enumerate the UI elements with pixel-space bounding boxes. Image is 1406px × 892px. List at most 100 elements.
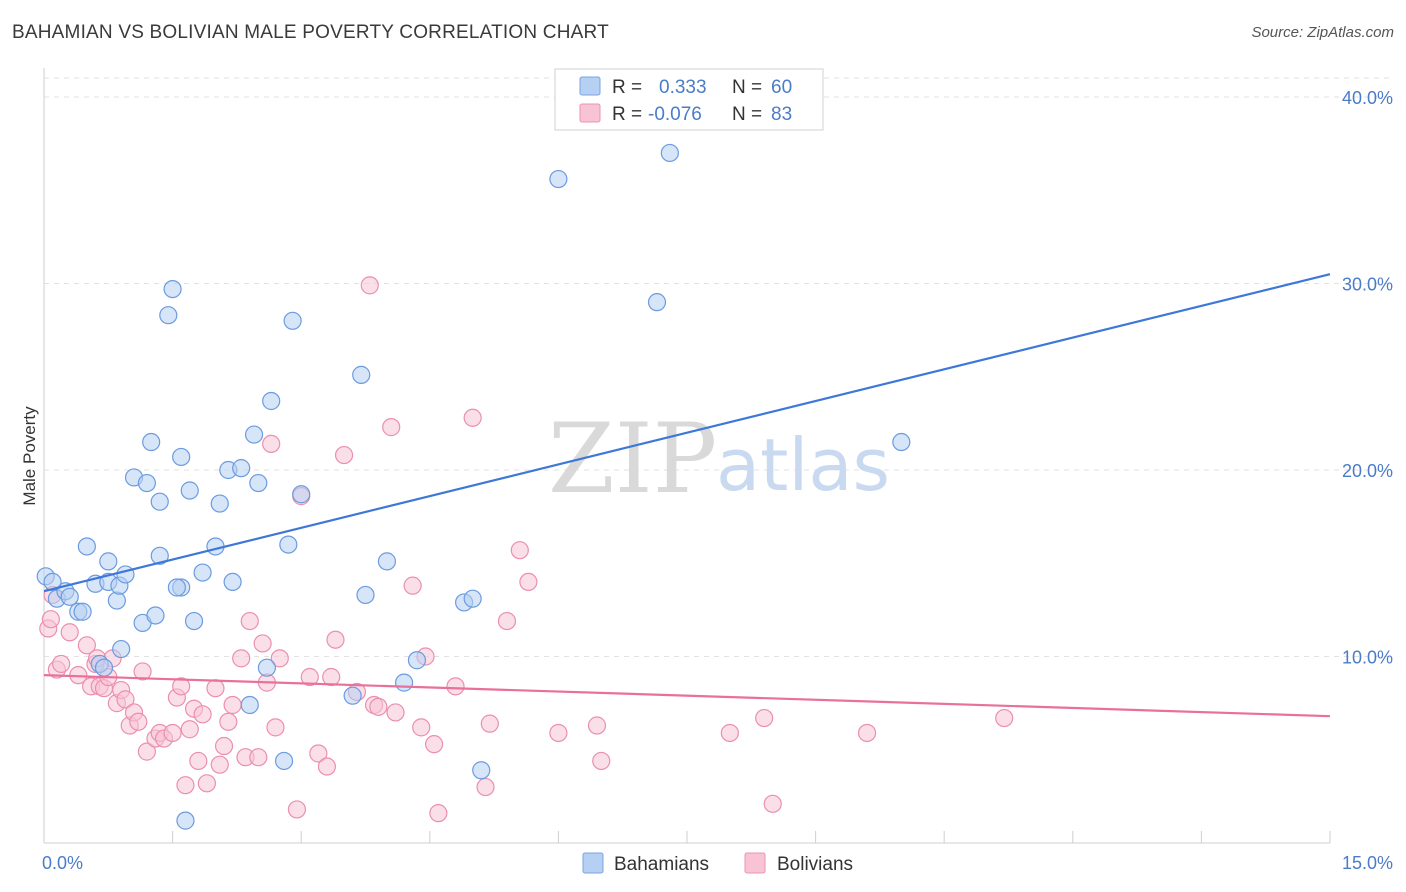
bahamians-point-52 — [472, 761, 491, 780]
bahamians-point-11 — [107, 591, 126, 610]
y-tick-label-10: 10.0% — [1342, 648, 1393, 668]
bahamians-point-38 — [257, 658, 277, 677]
bolivians-point-46 — [262, 434, 281, 453]
bahamians-point-5 — [77, 537, 96, 556]
bolivians-point-74 — [519, 572, 538, 592]
bahamians-point-56 — [892, 432, 911, 452]
bahamians-point-57 — [43, 572, 62, 592]
bahamians-point-58 — [167, 578, 186, 597]
bolivians-point-76 — [587, 716, 607, 735]
series-legend: Bahamians Bolivians — [582, 852, 853, 875]
legend-swatch-bolivians — [579, 103, 601, 123]
bolivians-point-54 — [322, 667, 341, 687]
bahamians-point-14 — [116, 565, 135, 584]
bahamians-point-34 — [232, 459, 251, 478]
bottom-legend-swatch-bahamians — [582, 852, 604, 874]
bahamians-point-59 — [73, 602, 92, 621]
bolivians-point-66 — [424, 735, 444, 754]
bolivians-point-30 — [180, 720, 199, 739]
bolivians-point-52 — [309, 744, 328, 763]
bahamians-point-41 — [279, 535, 298, 554]
y-axis-label: Male Poverty — [20, 406, 39, 506]
bolivians-point-82 — [995, 708, 1014, 728]
bahamians-point-55 — [660, 143, 679, 163]
bolivians-points — [39, 276, 1014, 823]
bolivians-point-70 — [476, 777, 495, 797]
bahamians-point-29 — [193, 563, 212, 582]
bolivians-point-21 — [133, 662, 152, 681]
bolivians-point-64 — [412, 718, 431, 737]
bahamians-point-13 — [112, 639, 131, 659]
legend-r-label-1: R = — [612, 77, 642, 98]
bolivians-point-75 — [549, 723, 568, 743]
bahamians-point-44 — [343, 686, 362, 705]
trend-lines — [43, 273, 1331, 718]
bolivians-point-28 — [172, 677, 191, 696]
legend-n-label-1: N = — [732, 77, 762, 98]
bolivians-point-26 — [163, 723, 182, 743]
legend-swatch-bahamians — [579, 76, 601, 96]
bolivians-point-71 — [480, 714, 499, 733]
bahamians-point-21 — [150, 492, 169, 511]
bahamians-point-31 — [210, 494, 229, 513]
bahamians-point-28 — [184, 611, 204, 631]
bahamians-point-17 — [137, 473, 156, 493]
bahamians-point-35 — [240, 695, 259, 715]
bolivians-point-1 — [41, 610, 60, 629]
bolivians-point-29 — [176, 776, 195, 795]
bahamians-point-40 — [274, 751, 294, 771]
bolivians-point-47 — [266, 718, 285, 737]
bolivians-point-67 — [429, 804, 448, 823]
bolivians-point-61 — [382, 418, 401, 437]
bahamians-point-37 — [249, 473, 268, 493]
source-label: Source: ZipAtlas.com — [1251, 24, 1394, 41]
bolivians-point-53 — [317, 757, 337, 776]
bolivians-point-60 — [369, 697, 388, 716]
bolivians-point-69 — [463, 408, 482, 427]
bolivians-point-40 — [232, 649, 251, 668]
bolivians-point-35 — [206, 679, 225, 698]
bolivians-point-17 — [116, 690, 135, 709]
legend-n-value-2: 83 — [771, 104, 792, 125]
x-tick-label-max: 15.0% — [1342, 853, 1393, 873]
bolivians-point-38 — [219, 712, 238, 731]
bottom-legend-label-bolivians: Bolivians — [777, 854, 853, 875]
bolivians-point-39 — [223, 695, 242, 715]
y-tick-label-40: 40.0% — [1342, 88, 1393, 108]
bolivians-trend-line — [43, 674, 1331, 718]
y-tick-label-20: 20.0% — [1342, 461, 1393, 481]
bolivians-point-42 — [240, 611, 259, 631]
bahamians-point-54 — [647, 293, 667, 312]
bahamians-point-49 — [407, 651, 427, 670]
legend-r-label-2: R = — [612, 104, 642, 125]
bottom-legend-swatch-bolivians — [744, 852, 766, 874]
bahamians-point-53 — [549, 169, 568, 189]
bolivians-point-34 — [197, 774, 216, 793]
legend-n-label-2: N = — [732, 104, 762, 125]
bahamians-point-10 — [99, 552, 118, 571]
bolivians-point-73 — [510, 541, 529, 560]
bolivians-point-81 — [857, 723, 877, 743]
bolivians-point-5 — [60, 623, 79, 642]
bolivians-point-56 — [334, 445, 354, 465]
bahamians-point-25 — [172, 447, 191, 467]
bolivians-point-48 — [270, 649, 289, 668]
bolivians-point-33 — [193, 705, 212, 724]
bottom-legend-label-bahamians: Bahamians — [614, 854, 709, 875]
bahamians-point-48 — [394, 673, 414, 692]
watermark-zip: ZIP — [548, 403, 717, 515]
bahamians-point-47 — [377, 552, 397, 571]
bahamians-point-43 — [292, 485, 311, 504]
bahamians-trend-line — [43, 273, 1331, 593]
chart-title: BAHAMIAN VS BOLIVIAN MALE POVERTY CORREL… — [12, 22, 609, 43]
bolivians-point-7 — [77, 636, 96, 655]
bahamians-point-27 — [180, 481, 199, 500]
y-tick-label-30: 30.0% — [1342, 275, 1393, 295]
bahamians-point-46 — [356, 585, 375, 605]
bolivians-point-37 — [214, 736, 234, 756]
bolivians-point-32 — [189, 751, 208, 771]
bahamians-point-42 — [283, 311, 302, 330]
bahamians-point-39 — [262, 391, 281, 411]
bolivians-point-36 — [210, 755, 229, 774]
bahamians-point-26 — [176, 811, 195, 830]
